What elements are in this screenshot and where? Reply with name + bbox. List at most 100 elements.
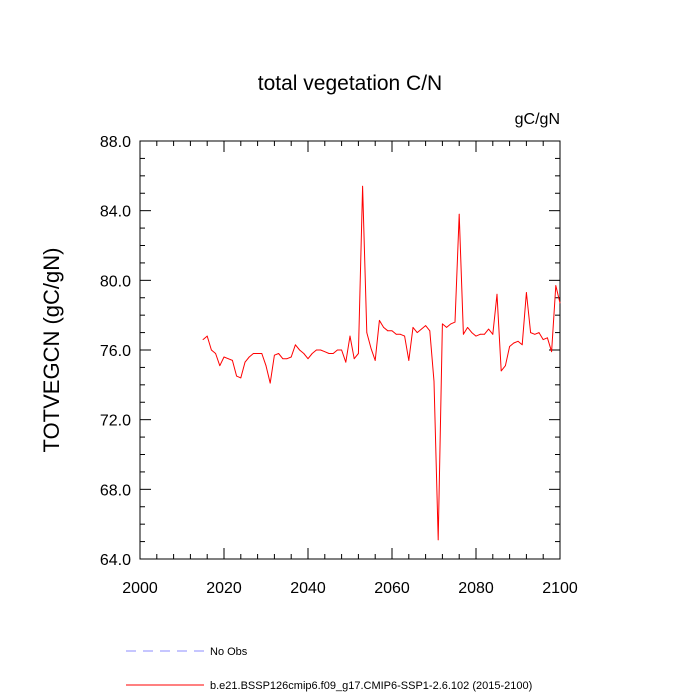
x-tick-label: 2020 (206, 580, 242, 597)
data-point (391, 330, 393, 332)
data-point (505, 365, 506, 367)
data-point (227, 358, 229, 360)
chart-title: total vegetation C/N (258, 72, 442, 95)
data-point (475, 335, 477, 337)
data-point (551, 351, 552, 353)
data-point (526, 292, 527, 293)
data-point (416, 332, 418, 333)
data-point (290, 356, 292, 358)
data-point (425, 325, 426, 327)
data-point (236, 375, 238, 377)
data-point (496, 293, 498, 295)
data-point (223, 356, 225, 358)
data-point (387, 330, 389, 332)
data-point (538, 332, 540, 333)
data-point (374, 360, 376, 361)
data-point (437, 539, 439, 541)
data-point (467, 326, 468, 328)
data-point (320, 349, 321, 351)
data-point (517, 340, 519, 342)
y-tick-label: 72.0 (100, 413, 131, 430)
data-point (521, 344, 523, 346)
data-point (383, 326, 384, 328)
data-point (248, 356, 250, 358)
data-point (307, 358, 309, 360)
data-point (509, 346, 510, 347)
data-point (488, 328, 489, 330)
data-point (559, 302, 561, 304)
y-tick-label: 80.0 (100, 273, 131, 290)
data-point (429, 330, 431, 332)
data-point (269, 382, 271, 384)
data-point (337, 349, 338, 351)
plot-area: 2000 2020 2040 2060 2080 2100 64.0 68.0 72.0 76.0… (100, 134, 578, 597)
data-point (555, 285, 557, 286)
data-point (454, 321, 456, 323)
x-tick-label: 2080 (458, 580, 494, 597)
x-tick-label: 2060 (374, 580, 410, 597)
data-point (295, 344, 296, 346)
data-point (274, 354, 275, 356)
data-point (442, 323, 443, 325)
data-point (240, 377, 242, 379)
y-tick-label: 84.0 (100, 204, 131, 221)
data-point (362, 185, 363, 187)
data-point (379, 319, 380, 321)
data-point (366, 332, 368, 333)
data-point (345, 361, 347, 363)
units-label: gC/gN (515, 111, 560, 128)
data-point (324, 351, 326, 353)
data-point (341, 349, 342, 351)
data-point (353, 358, 355, 360)
data-point (261, 353, 263, 354)
data-point (232, 360, 233, 361)
data-point (412, 326, 414, 328)
data-point (400, 333, 401, 335)
x-tick-label: 2040 (290, 580, 326, 597)
data-point (253, 353, 254, 354)
data-point (286, 358, 288, 360)
data-point (299, 349, 300, 351)
plot-frame (139, 140, 561, 560)
legend-label-model-run: b.e21.BSSP126cmip6.f09_g17.CMIP6-SSP1-2.… (210, 680, 532, 692)
data-point (404, 335, 405, 337)
data-point (202, 339, 204, 340)
y-tick-label: 76.0 (100, 343, 131, 360)
data-point (332, 353, 334, 354)
data-point (282, 358, 284, 360)
data-point (215, 353, 217, 354)
series-line-model-run (202, 185, 561, 541)
data-point (463, 333, 464, 335)
y-tick-label: 64.0 (100, 552, 131, 569)
data-point (421, 328, 422, 330)
data-point (513, 342, 515, 344)
data-point (530, 332, 531, 333)
data-point (316, 349, 317, 351)
data-point (303, 353, 305, 354)
data-point (278, 353, 279, 354)
y-axis-label: TOTVEGCN (gC/gN) (39, 248, 64, 453)
data-point (450, 323, 452, 325)
data-point (492, 333, 494, 335)
data-point (446, 326, 447, 328)
data-point (534, 333, 536, 335)
data-point (206, 335, 208, 337)
data-point (433, 380, 435, 382)
data-point (484, 333, 485, 335)
x-tick-label: 2100 (542, 580, 578, 597)
data-point (211, 349, 212, 351)
data-point (311, 353, 313, 354)
legend: No Obs b.e21.BSSP126cmip6.f09_g17.CMIP6-… (126, 646, 532, 692)
data-point (219, 365, 221, 367)
data-point (542, 339, 544, 340)
data-point (265, 365, 267, 367)
data-point (479, 333, 481, 335)
data-point (458, 213, 460, 215)
data-point (244, 361, 246, 363)
data-point (408, 360, 410, 361)
y-tick-label: 88.0 (100, 134, 131, 151)
x-tick-label: 2000 (122, 580, 158, 597)
data-point (547, 337, 548, 339)
y-tick-label: 68.0 (100, 482, 131, 499)
